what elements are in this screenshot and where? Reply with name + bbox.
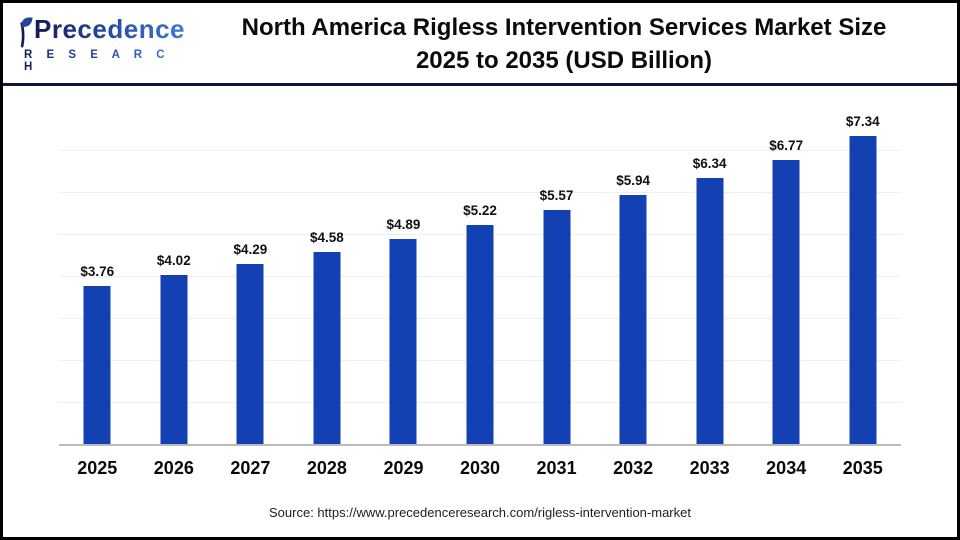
x-axis-label-2029: 2029 <box>383 458 424 478</box>
chart-title: North America Rigless Intervention Servi… <box>185 9 943 77</box>
chart-region: $3.76 $4.02 $4.29 $4.58 $4.89 $5.22 $5.57 $5.94… <box>3 86 957 537</box>
source-text: Source: https://www.precedenceresearch.c… <box>269 505 691 520</box>
bar-column-2027: $4.29 <box>212 110 289 444</box>
logo-top-row: Precedence <box>17 14 185 48</box>
bar-value-label-2032: $5.94 <box>616 172 650 188</box>
precedence-research-logo: Precedence R E S E A R C H <box>17 14 185 73</box>
bar-2029 <box>389 238 417 444</box>
bar-column-2030: $5.22 <box>442 110 519 444</box>
bar-value-label-2035: $7.34 <box>845 113 880 129</box>
bar-2031 <box>543 210 571 444</box>
bar-column-2033: $6.34 <box>671 110 748 444</box>
x-axis-label-2026: 2026 <box>153 458 194 478</box>
plot-area: $3.76 $4.02 $4.29 $4.58 $4.89 $5.22 $5.57 $5.94… <box>59 110 901 446</box>
bar-value-label-2034: $6.77 <box>769 137 804 153</box>
logo-text-research: R E S E A R C H <box>17 49 185 73</box>
bar-value-label-2027: $4.29 <box>233 241 268 257</box>
logo-text-precedence: Precedence <box>34 13 185 44</box>
bar-2030 <box>466 224 494 444</box>
x-axis-label-2025: 2025 <box>77 458 118 478</box>
bar-2033 <box>696 177 724 444</box>
chart-title-line2: 2025 to 2035 (USD Billion) <box>415 47 713 74</box>
bar-column-2031: $5.57 <box>518 110 595 444</box>
x-axis-label-2031: 2031 <box>536 458 577 478</box>
chart-title-line1: North America Rigless Intervention Servi… <box>241 14 887 41</box>
bar-2028 <box>313 251 341 444</box>
bar-value-label-2028: $4.58 <box>310 229 344 245</box>
bar-column-2034: $6.77 <box>748 110 825 444</box>
x-axis-label-2034: 2034 <box>766 458 807 478</box>
x-axis-label-2027: 2027 <box>230 458 271 478</box>
bar-value-label-2026: $4.02 <box>156 253 191 269</box>
bar-value-label-2025: $3.76 <box>80 264 115 280</box>
bar-column-2025: $3.76 <box>59 110 136 444</box>
x-axis-label-2032: 2032 <box>613 458 654 478</box>
bar-value-label-2033: $6.34 <box>692 155 727 171</box>
bar-value-label-2030: $5.22 <box>463 202 497 218</box>
x-axis-label-2035: 2035 <box>842 458 883 478</box>
bar-2025 <box>83 286 111 444</box>
leaf-icon <box>20 16 33 47</box>
bar-column-2028: $4.58 <box>289 110 366 444</box>
bar-value-label-2031: $5.57 <box>539 188 574 204</box>
bar-2032 <box>619 194 647 444</box>
bar-2035 <box>849 135 877 444</box>
bar-column-2029: $4.89 <box>365 110 442 444</box>
x-axis-label-2030: 2030 <box>459 458 501 478</box>
bar-2027 <box>236 263 264 444</box>
x-axis-labels: 2025 2026 2027 2028 2029 2030 2031 2032 2033 2034… <box>59 446 901 479</box>
bar-2026 <box>160 275 188 444</box>
bar-column-2035: $7.34 <box>824 110 901 444</box>
header: Precedence R E S E A R C H North America… <box>3 3 957 86</box>
bar-column-2026: $4.02 <box>136 110 213 444</box>
x-axis-label-2028: 2028 <box>306 458 347 478</box>
bar-2034 <box>772 159 800 444</box>
bar-value-label-2029: $4.89 <box>386 216 421 232</box>
x-axis-label-2033: 2033 <box>689 458 730 478</box>
bar-column-2032: $5.94 <box>595 110 672 444</box>
